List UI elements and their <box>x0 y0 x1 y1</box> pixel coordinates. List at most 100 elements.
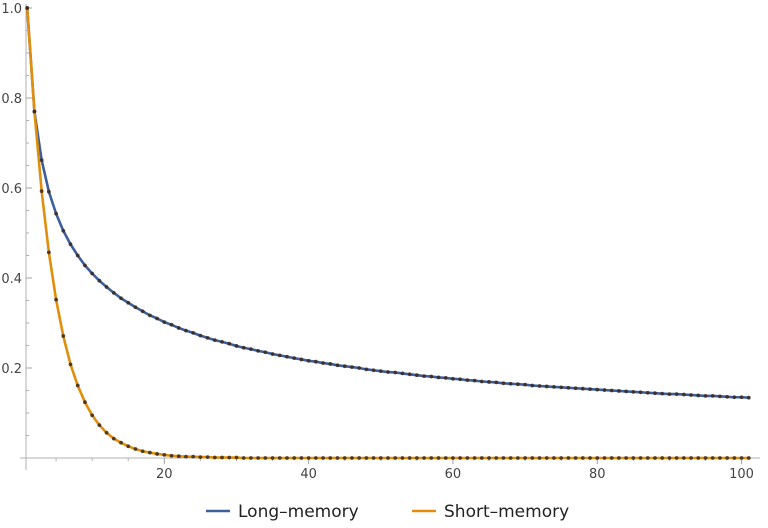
data-point <box>205 335 210 340</box>
x-tick-label: 40 <box>300 467 317 482</box>
data-point <box>624 389 629 394</box>
data-point <box>746 395 751 400</box>
data-point <box>68 362 73 367</box>
data-point <box>515 456 520 460</box>
data-point <box>241 456 246 460</box>
data-point <box>285 456 289 460</box>
data-point <box>68 242 73 247</box>
data-point <box>220 340 224 344</box>
data-point <box>710 394 715 398</box>
data-point <box>739 456 744 460</box>
data-point <box>573 386 578 391</box>
data-point <box>75 253 80 258</box>
data-point <box>90 413 95 418</box>
data-point <box>176 326 181 330</box>
data-point <box>133 447 138 451</box>
data-point <box>227 341 232 346</box>
data-point <box>104 285 109 289</box>
data-point <box>184 454 188 459</box>
data-point <box>176 454 181 459</box>
data-point <box>537 456 542 460</box>
data-point <box>104 430 109 435</box>
axes: 20 40 60 80 100 0.2 0.4 0.6 0.8 1.0 <box>1 2 760 482</box>
data-point <box>191 331 196 335</box>
data-point <box>169 453 174 458</box>
data-point <box>552 385 556 389</box>
data-point <box>162 320 167 324</box>
data-point <box>530 456 535 460</box>
data-point <box>212 338 217 342</box>
data-point <box>487 456 491 460</box>
data-point <box>119 440 123 445</box>
x-tick-label: 100 <box>729 467 754 482</box>
data-point <box>299 456 304 460</box>
data-point <box>111 290 116 295</box>
data-point <box>357 456 362 460</box>
data-point <box>660 456 665 460</box>
data-point <box>321 361 325 365</box>
data-point <box>472 456 477 460</box>
series-layer <box>25 6 751 460</box>
legend-label-short-memory: Short–memory <box>444 502 569 522</box>
data-point <box>689 393 693 397</box>
data-point <box>624 456 629 460</box>
data-point <box>407 456 412 460</box>
data-point <box>566 385 571 390</box>
data-point <box>580 456 585 460</box>
data-point <box>386 456 390 460</box>
data-point <box>220 455 224 460</box>
data-point <box>530 383 535 388</box>
data-point <box>292 456 297 460</box>
data-point <box>205 455 210 459</box>
data-point <box>443 376 448 380</box>
data-point <box>595 456 600 460</box>
data-point <box>335 363 340 368</box>
data-point <box>342 364 347 369</box>
data-point <box>306 358 311 363</box>
data-point <box>184 328 188 333</box>
data-point <box>147 450 152 455</box>
data-point <box>653 456 657 460</box>
data-point <box>660 391 665 396</box>
data-point <box>451 456 455 460</box>
data-point <box>588 456 592 460</box>
data-point <box>422 456 426 460</box>
data-point <box>61 228 66 233</box>
data-point <box>422 374 426 378</box>
data-point <box>479 379 484 384</box>
data-point <box>249 456 253 460</box>
data-point <box>378 456 383 460</box>
x-tick-label: 20 <box>156 467 173 482</box>
data-point <box>544 456 549 460</box>
data-point <box>602 388 607 392</box>
data-point <box>54 297 58 302</box>
data-point <box>732 456 737 460</box>
y-tick-label: 0.4 <box>1 272 22 287</box>
data-point <box>371 456 376 460</box>
data-point <box>393 456 398 460</box>
data-point <box>559 456 564 460</box>
data-point <box>638 390 643 395</box>
data-point <box>429 374 434 379</box>
data-point <box>443 456 448 460</box>
data-point <box>544 384 549 389</box>
data-point <box>234 455 239 460</box>
data-point <box>133 305 138 310</box>
data-point <box>364 456 369 460</box>
data-point <box>285 354 289 359</box>
data-point <box>32 109 37 114</box>
data-point <box>617 389 621 393</box>
data-point <box>350 365 354 369</box>
data-point <box>83 400 87 405</box>
data-point <box>155 452 160 456</box>
data-point <box>313 456 318 460</box>
data-point <box>508 456 513 460</box>
data-point <box>46 250 51 255</box>
data-point <box>292 356 297 360</box>
data-point <box>39 189 44 194</box>
legend: Long–memory Short–memory <box>206 502 569 522</box>
data-point <box>674 456 679 460</box>
x-tick-label: 80 <box>589 467 606 482</box>
data-point <box>602 456 607 460</box>
